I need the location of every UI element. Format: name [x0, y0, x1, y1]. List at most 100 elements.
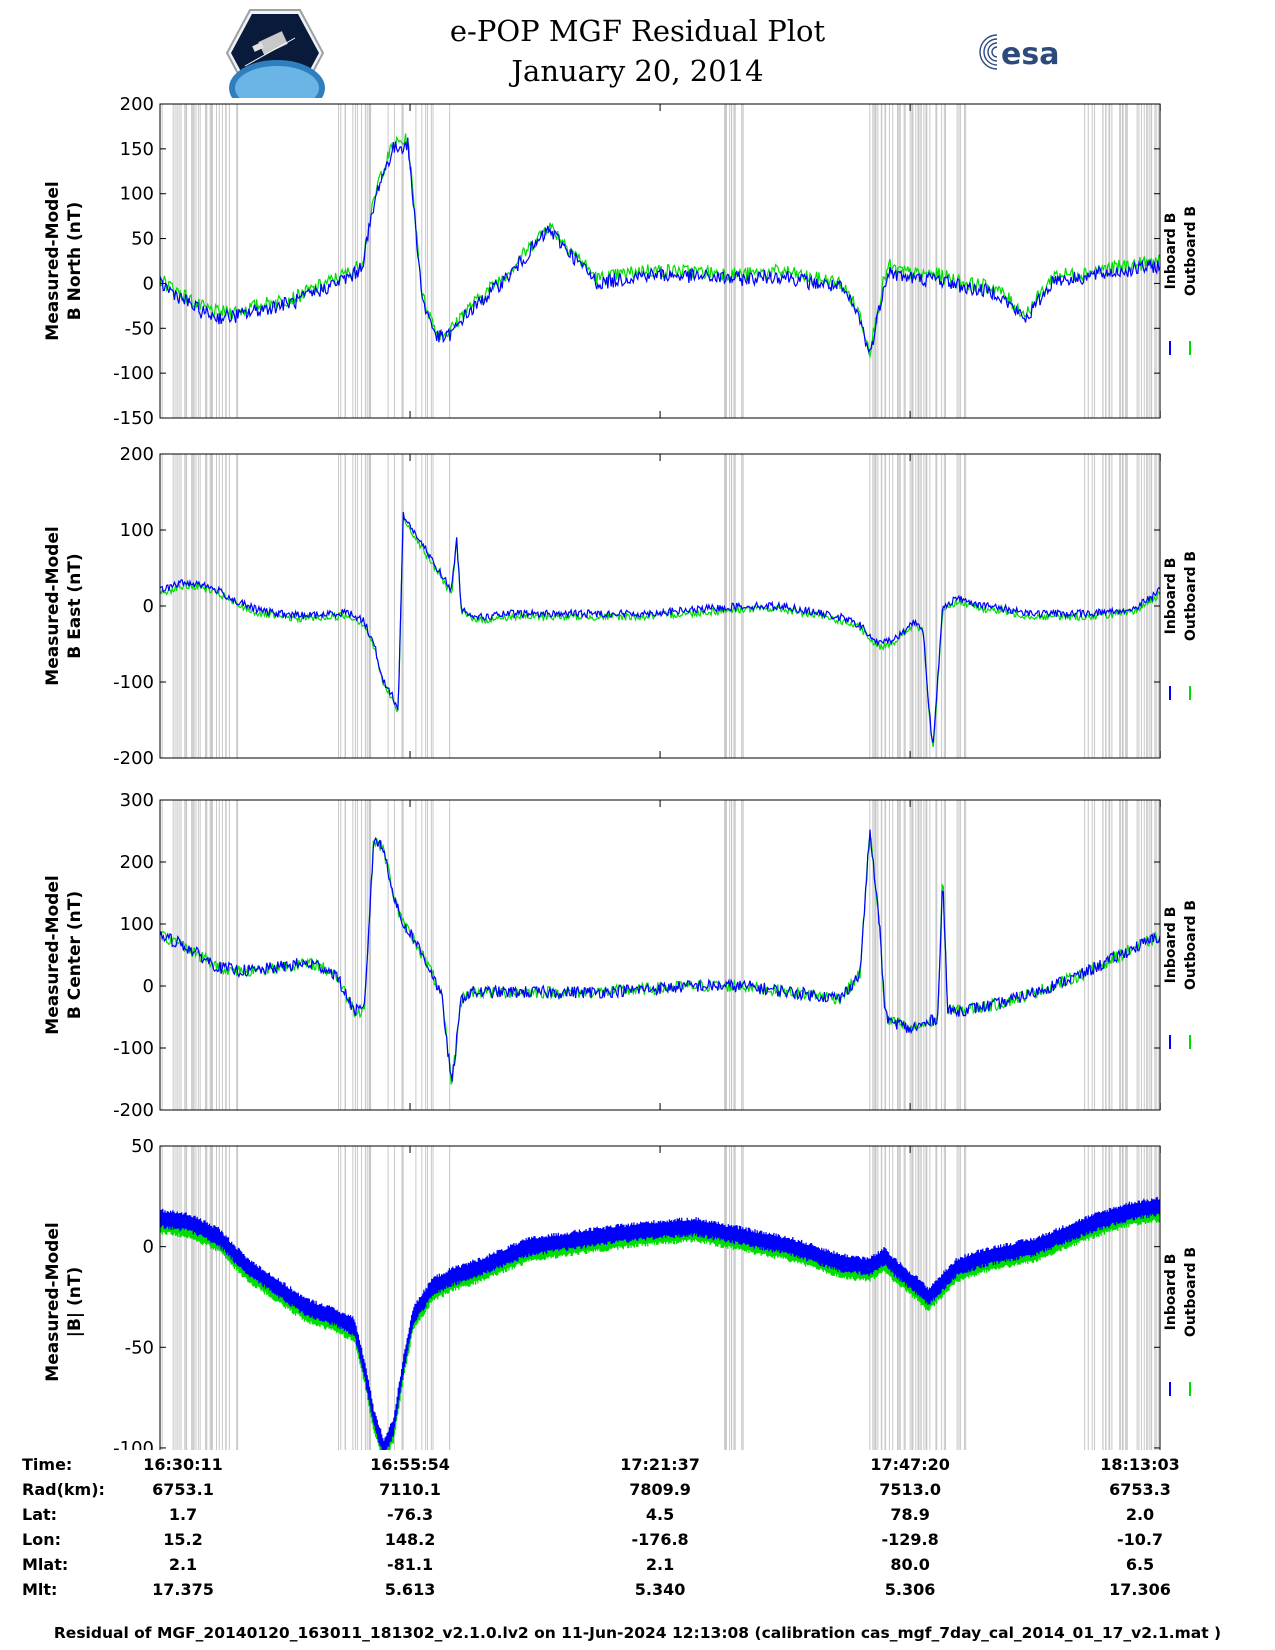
- legend-label: Inboard B: [1163, 213, 1179, 290]
- y-tick-label: 0: [143, 1237, 154, 1258]
- ephemeris-value: -176.8: [631, 1530, 689, 1549]
- plot-frame: [159, 1145, 1161, 1450]
- series-line-inboard-b: [160, 137, 1160, 354]
- ephemeris-value: 78.9: [890, 1505, 930, 1524]
- series-line-outboard-b: [160, 133, 1160, 359]
- panel-1: 200 150 100 50 0 -50 -100 -150 Measured-Model B N…: [43, 94, 1199, 429]
- data-gap-lines: [160, 454, 1159, 758]
- y-tick-label: -100: [113, 1438, 154, 1450]
- ephemeris-value: 4.5: [645, 1505, 675, 1524]
- ephemeris-value: -129.8: [881, 1530, 939, 1549]
- traces: [160, 133, 1160, 359]
- panel-2: 200 100 0 -100 -200 Measured-Model B East (nT)…: [43, 444, 1199, 769]
- y-tick-label: 200: [120, 852, 154, 873]
- y-tick-label: -50: [125, 1337, 154, 1358]
- y-axis-label: Measured-Model B North (nT): [43, 181, 85, 340]
- ephemeris-value: -10.7: [1116, 1530, 1164, 1549]
- plot-frame: [159, 453, 1161, 759]
- series-line-outboard-b: [160, 833, 1160, 1085]
- y-tick-label: 50: [131, 229, 154, 250]
- chart-title: e-POP MGF Residual Plot: [449, 14, 826, 48]
- y-tick-label: 200: [120, 94, 154, 115]
- ephemeris-value: 6.5: [1125, 1555, 1155, 1574]
- ephemeris-value: 5.613: [384, 1580, 436, 1599]
- y-tick-label: -200: [113, 748, 154, 769]
- ephemeris-value: 7513.0: [879, 1480, 941, 1499]
- data-gap-lines: [160, 800, 1159, 1110]
- legend-label: Inboard B: [1163, 907, 1179, 984]
- footer-caption: Residual of MGF_20140120_163011_181302_v…: [53, 1624, 1222, 1642]
- data-gap-lines: [160, 1146, 1159, 1450]
- esa-logo-text: esa: [1001, 37, 1059, 72]
- ephemeris-value: 7809.9: [629, 1480, 691, 1499]
- ephemeris-row-label: Mlt:: [22, 1580, 58, 1599]
- ephemeris-value: 17.375: [152, 1580, 214, 1599]
- legend-label: Outboard B: [1183, 551, 1199, 641]
- ephemeris-value: -81.1: [386, 1555, 434, 1574]
- y-tick-label: 0: [143, 596, 154, 617]
- series-line-inboard-b: [160, 829, 1160, 1082]
- y-tick-label: 50: [131, 1136, 154, 1157]
- traces: [160, 511, 1160, 748]
- y-tick-label: -200: [113, 1100, 154, 1121]
- series-line-outboard-b: [160, 515, 1160, 748]
- panel-4: 50 0 -50 -100 Measured-Model |B| (nT) Inboard …: [43, 1136, 1199, 1450]
- ephemeris-value: 6753.3: [1109, 1480, 1171, 1499]
- panel-3: 300 200 100 0 -100 -200 Measured-Model B Center…: [43, 790, 1199, 1121]
- ephemeris-value: 18:13:03: [1100, 1455, 1180, 1474]
- ephemeris-row-label: Lat:: [22, 1505, 58, 1524]
- legend-label: Outboard B: [1183, 900, 1199, 990]
- y-axis-label: Measured-Model B East (nT): [43, 526, 85, 685]
- legend-label: Outboard B: [1183, 1247, 1199, 1337]
- data-gap-lines: [160, 104, 1159, 418]
- y-tick-label: -100: [113, 1038, 154, 1059]
- header: e-POP MGF Residual Plot January 20, 2014…: [0, 0, 1275, 100]
- series-line-inboard-b: [160, 511, 1160, 743]
- traces: [160, 1196, 1160, 1450]
- y-axis-label: Measured-Model B Center (nT): [43, 875, 85, 1034]
- ephemeris-value: 2.0: [1125, 1505, 1155, 1524]
- y-tick-label: 300: [120, 790, 154, 811]
- y-tick-label: -100: [113, 672, 154, 693]
- ephemeris-value: 7110.1: [379, 1480, 441, 1499]
- y-tick-label: 100: [120, 520, 154, 541]
- ephemeris-row-label: Lon:: [22, 1530, 61, 1549]
- y-tick-label: -50: [125, 318, 154, 339]
- ephemeris-row-label: Mlat:: [22, 1555, 69, 1574]
- plot-frame: [159, 103, 1161, 419]
- ephemeris-value: 1.7: [168, 1505, 198, 1524]
- y-tick-label: 200: [120, 444, 154, 465]
- ephemeris-value: 5.340: [634, 1580, 686, 1599]
- residual-plots: 200 150 100 50 0 -50 -100 -150 Measured-Model B N…: [43, 94, 1199, 1450]
- series-line-outboard-b: [160, 1203, 1160, 1450]
- ephemeris-value: 17.306: [1109, 1580, 1171, 1599]
- series-line-inboard-b: [160, 1196, 1160, 1450]
- ephemeris-value: 17:47:20: [870, 1455, 950, 1474]
- ephemeris-value: 5.306: [884, 1580, 936, 1599]
- y-tick-label: -100: [113, 363, 154, 384]
- plot-frame: [159, 799, 1161, 1111]
- ephemeris-value: 6753.1: [152, 1480, 214, 1499]
- esa-logo: esa: [979, 34, 1059, 72]
- ephemeris-value: -76.3: [386, 1505, 434, 1524]
- legend-label: Inboard B: [1163, 1254, 1179, 1331]
- y-tick-label: 0: [143, 976, 154, 997]
- ephemeris-value: 2.1: [645, 1555, 675, 1574]
- ephemeris-row-label: Time:: [22, 1455, 73, 1474]
- ephemeris-value: 15.2: [163, 1530, 203, 1549]
- y-tick-label: 100: [120, 914, 154, 935]
- y-tick-label: -150: [113, 408, 154, 429]
- legend-label: Outboard B: [1183, 206, 1199, 296]
- y-tick-label: 0: [143, 273, 154, 294]
- chart-date: January 20, 2014: [511, 54, 764, 88]
- ephemeris-value: 148.2: [384, 1530, 436, 1549]
- ephemeris-row-label: Rad(km):: [22, 1480, 105, 1499]
- ephemeris-value: 80.0: [890, 1555, 930, 1574]
- cassiope-logo: [225, 9, 325, 98]
- ephemeris-value: 16:55:54: [370, 1455, 450, 1474]
- ephemeris-value: 16:30:11: [143, 1455, 223, 1474]
- y-tick-label: 100: [120, 184, 154, 205]
- y-tick-label: 150: [120, 139, 154, 160]
- legend-label: Inboard B: [1163, 558, 1179, 635]
- y-axis-label: Measured-Model |B| (nT): [43, 1222, 85, 1381]
